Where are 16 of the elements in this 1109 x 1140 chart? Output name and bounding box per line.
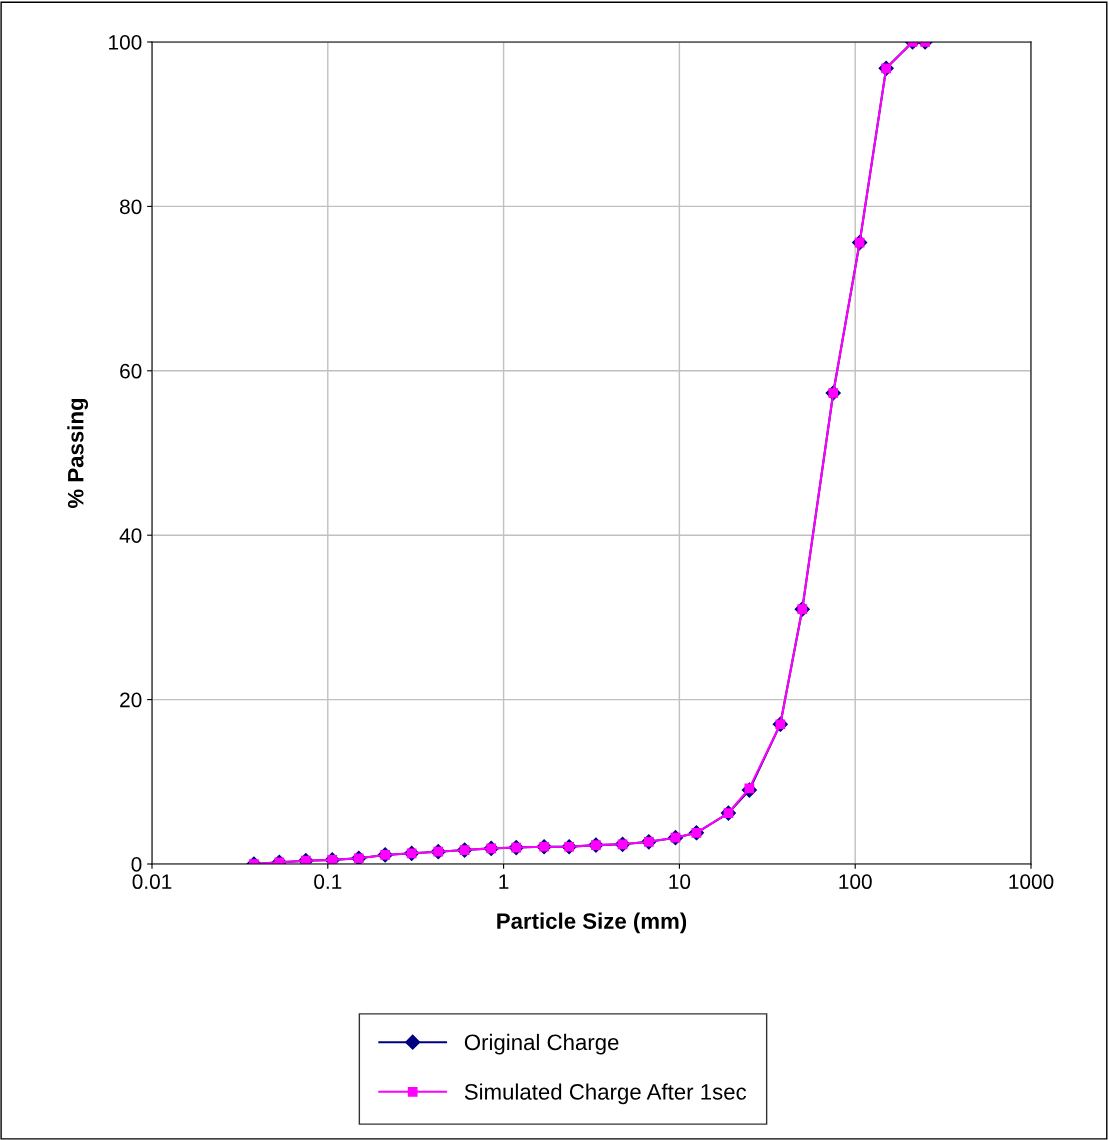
x-tick-label: 100 — [839, 874, 872, 890]
x-tick-label: 1000 — [1009, 874, 1054, 890]
legend-label: Original Charge — [464, 1033, 619, 1055]
x-axis-title: Particle Size (mm) — [497, 912, 687, 934]
x-tick-label: 0.01 — [132, 874, 172, 890]
y-tick-label: 60 — [120, 363, 142, 379]
y-tick-label: 80 — [120, 199, 142, 215]
x-tick-label: 1 — [499, 874, 509, 889]
legend-label: Simulated Charge After 1sec — [464, 1083, 747, 1105]
y-tick-label: 0 — [131, 857, 142, 872]
x-tick-label: 0.1 — [314, 874, 342, 890]
y-tick-label: 100 — [109, 35, 142, 50]
x-tick-label: 10 — [669, 874, 691, 890]
y-tick-label: 20 — [120, 692, 142, 708]
y-tick-label: 40 — [119, 528, 142, 543]
y-axis-title: % Passing — [67, 398, 89, 509]
